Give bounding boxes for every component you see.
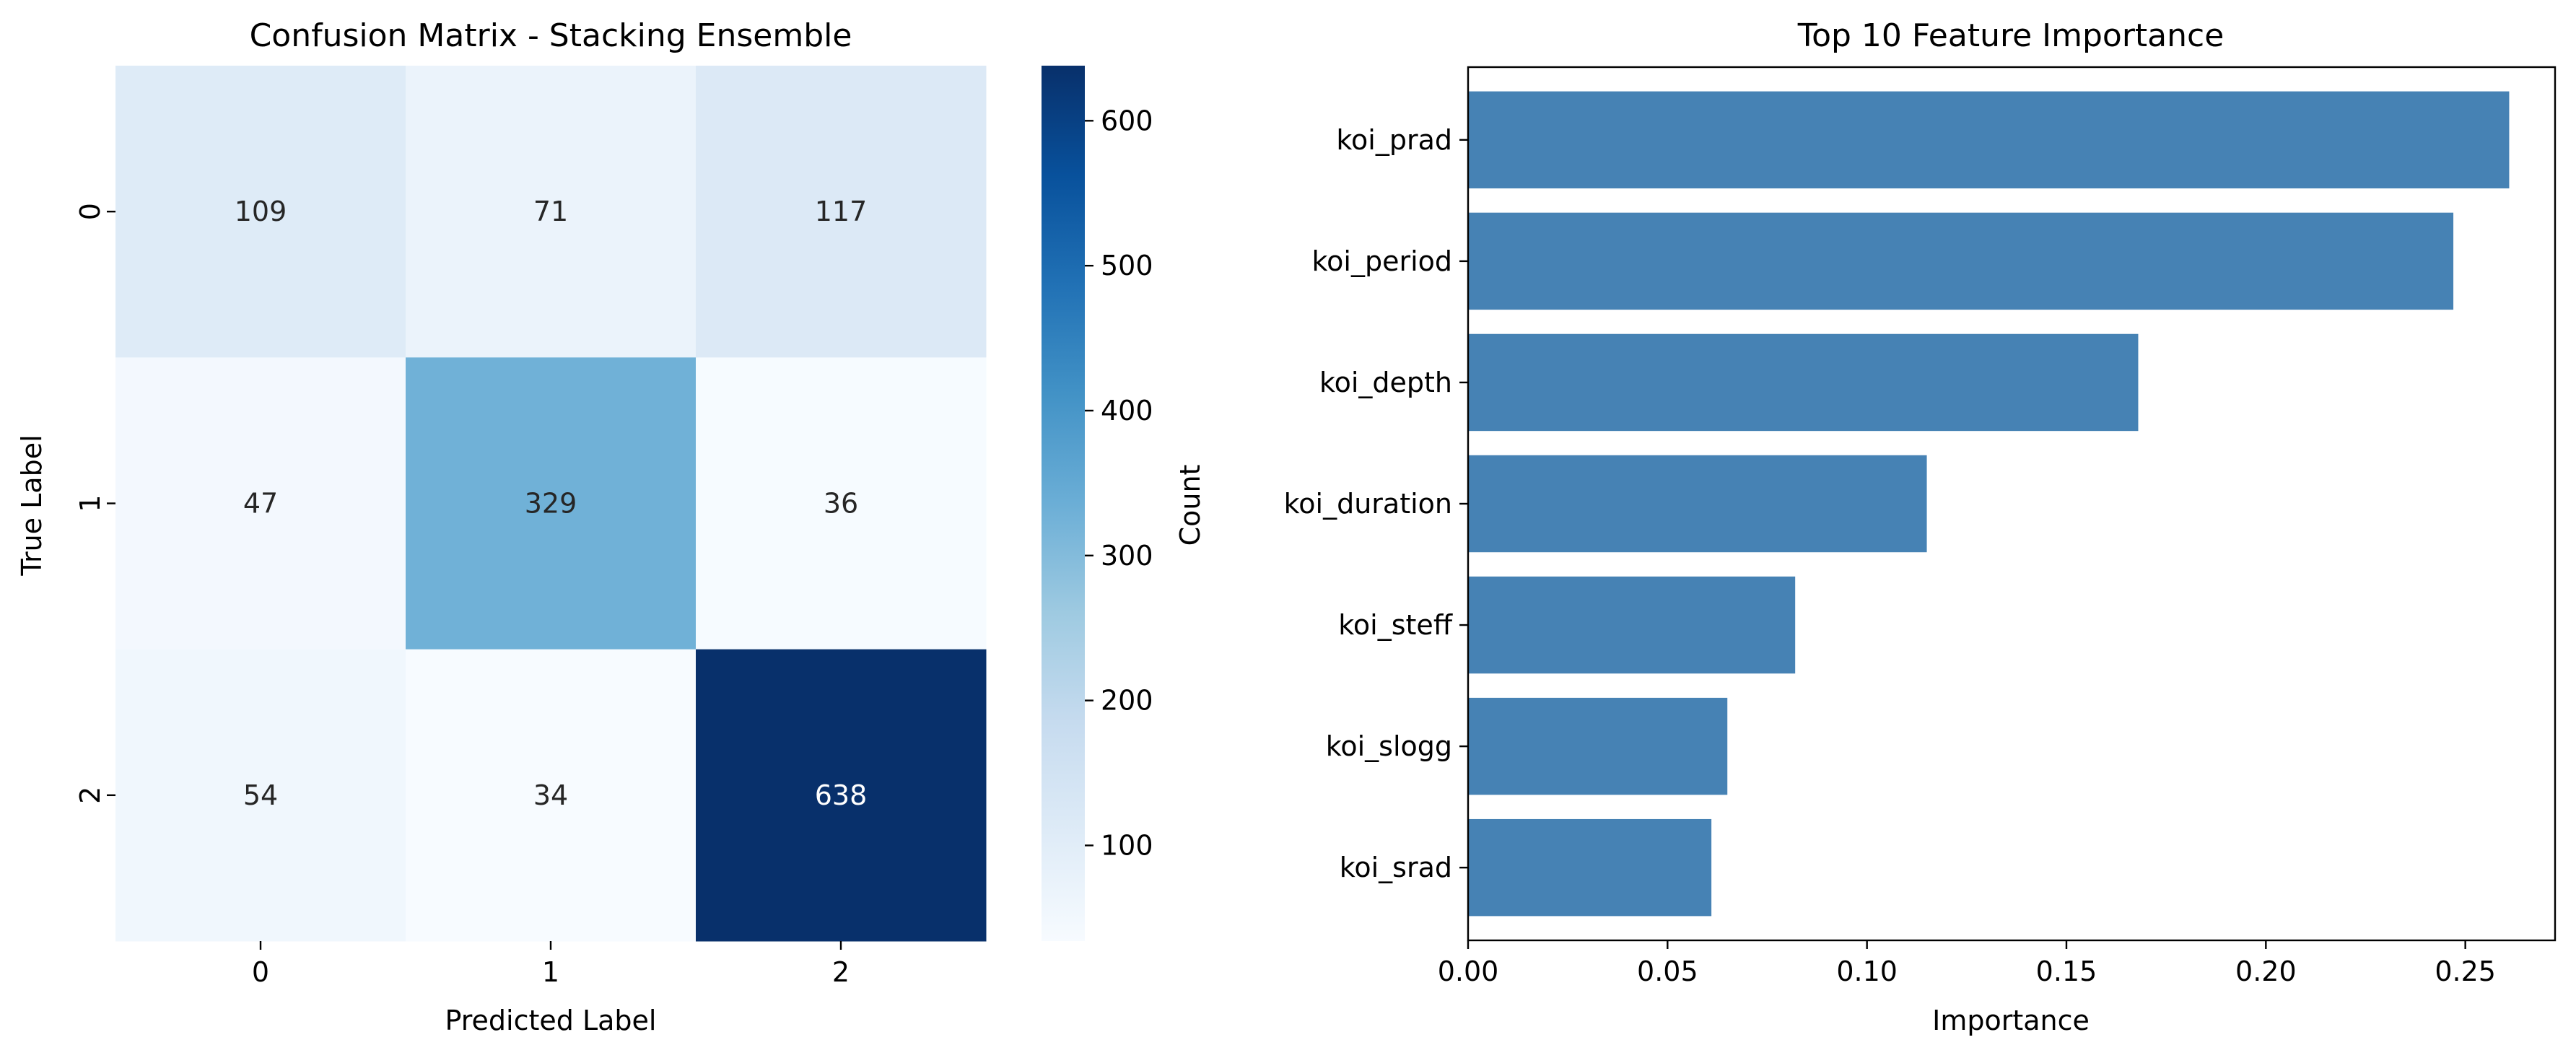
colorbar-tick-label: 300 (1101, 540, 1153, 572)
bar (1468, 697, 1728, 795)
confusion-matrix-title: Confusion Matrix - Stacking Ensemble (250, 17, 852, 54)
x-tick-label: 0.10 (1836, 956, 1898, 987)
y-tick-label: koi_srad (1340, 852, 1452, 883)
colorbar-label: Count (1174, 465, 1206, 546)
heatmap-cell (406, 66, 697, 358)
heatmap-cell-value: 47 (243, 488, 278, 520)
heatmap-cell (115, 357, 406, 650)
y-tick-label: koi_slogg (1326, 730, 1452, 762)
bar (1468, 333, 2139, 432)
colorbar-gradient (1042, 66, 1085, 941)
heatmap-cell-value: 329 (525, 488, 577, 520)
heatmap-cell (115, 649, 406, 942)
colorbar: 100 200 300 400 500 600 Count (1042, 66, 1206, 941)
x-tick-label: 0.20 (2235, 956, 2297, 987)
bar (1468, 212, 2454, 310)
heatmap-cell-value: 638 (815, 779, 868, 811)
y-tick-label: koi_steff (1338, 609, 1453, 641)
heatmap-cells: 109 71 117 47 329 36 54 34 638 (115, 66, 987, 942)
confusion-matrix-panel: Confusion Matrix - Stacking Ensemble 109… (16, 17, 987, 1036)
heatmap-cell (696, 66, 987, 358)
heatmap-cell (696, 649, 987, 942)
heatmap-cell (406, 357, 697, 650)
heatmap-cell (115, 66, 406, 358)
y-tick-label: 1 (74, 494, 106, 512)
bar (1468, 818, 1712, 917)
y-tick-label: koi_depth (1319, 367, 1452, 398)
y-tick-label: koi_duration (1284, 488, 1452, 520)
feature-importance-title: Top 10 Feature Importance (1797, 17, 2224, 54)
x-tick-label: 0.05 (1637, 956, 1698, 987)
colorbar-ticks: 100 200 300 400 500 600 (1085, 105, 1153, 861)
y-tick-label: koi_period (1311, 245, 1452, 277)
y-tick-label: 0 (74, 203, 106, 220)
bar (1468, 91, 2510, 189)
heatmap-cell-value: 36 (824, 488, 858, 520)
feature-importance-panel: Top 10 Feature Importance koi_prad koi_pe… (1284, 17, 2557, 1036)
x-tick-label: 2 (832, 956, 850, 988)
colorbar-tick-label: 500 (1101, 250, 1153, 281)
x-tick-label: 0 (252, 956, 269, 988)
colorbar-tick-label: 400 (1101, 395, 1153, 427)
heatmap-x-ticks: 0 1 2 (252, 941, 850, 988)
y-axis-ticks: koi_prad koi_period koi_depth koi_durationk… (1284, 124, 1468, 883)
bar (1468, 576, 1796, 674)
heatmap-cell-value: 54 (243, 779, 278, 811)
x-tick-label: 0.25 (2435, 956, 2496, 987)
bar (1468, 455, 1927, 553)
colorbar-tick-label: 100 (1101, 829, 1153, 861)
bars (1468, 91, 2510, 917)
x-axis-ticks: 0.00 0.05 0.10 0.15 0.20 0.25 (1438, 940, 2496, 987)
colorbar-tick-label: 600 (1101, 105, 1153, 136)
heatmap-x-axis-label: Predicted Label (445, 1005, 657, 1036)
heatmap-y-ticks: 0 1 2 (74, 203, 115, 804)
heatmap-cell-value: 34 (533, 779, 568, 811)
x-tick-label: 0.00 (1438, 956, 1499, 987)
y-tick-label: 2 (74, 787, 106, 804)
x-tick-label: 1 (542, 956, 559, 988)
x-axis-label: Importance (1932, 1005, 2090, 1036)
heatmap-cell-value: 117 (815, 196, 868, 227)
x-tick-label: 0.15 (2036, 956, 2097, 987)
heatmap-y-axis-label: True Label (16, 434, 48, 576)
heatmap-cell-value: 71 (533, 196, 568, 227)
colorbar-tick-label: 200 (1101, 685, 1153, 717)
heatmap-cell-value: 109 (235, 196, 287, 227)
heatmap-cell (696, 357, 987, 650)
heatmap-cell (406, 649, 697, 942)
y-tick-label: koi_prad (1336, 124, 1452, 156)
